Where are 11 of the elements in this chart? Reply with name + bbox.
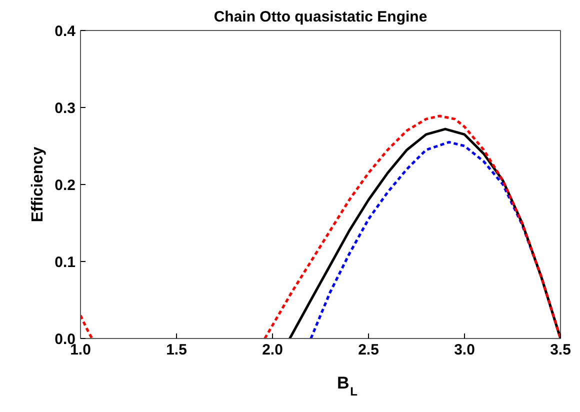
x-tick-label: 3.0 <box>454 342 475 358</box>
y-axis-title: Efficiency <box>30 146 47 222</box>
x-tick-label: 2.0 <box>262 342 283 358</box>
x-tick-label: 2.5 <box>358 342 379 358</box>
y-tick-label: 0.1 <box>54 254 76 271</box>
y-tick-label: 0.2 <box>54 177 76 194</box>
y-tick-label: 0.4 <box>54 23 76 40</box>
x-tick-label: 3.5 <box>550 342 571 358</box>
x-tick-label: 1.5 <box>166 342 187 358</box>
y-tick-label: 0.3 <box>54 100 76 117</box>
chart-title: Chain Otto quasistatic Engine <box>214 8 428 26</box>
